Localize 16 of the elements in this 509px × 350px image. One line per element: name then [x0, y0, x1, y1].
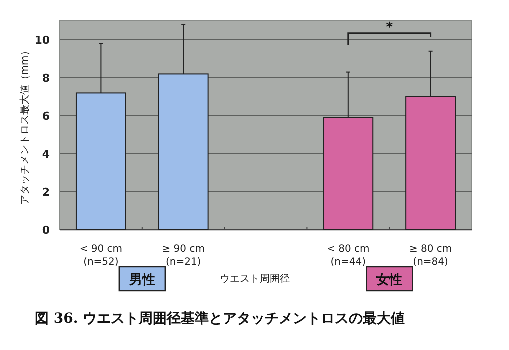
y-tick-label: 10 — [34, 34, 50, 47]
x-tick-label: ≥ 90 cm (n=21) — [162, 244, 205, 268]
y-tick-label: 8 — [42, 72, 50, 85]
y-tick-label: 0 — [42, 224, 50, 237]
x-axis-title: ウエスト周囲径 — [220, 274, 290, 285]
annotation: * — [386, 20, 394, 36]
x-tick-label: < 90 cm (n=52) — [80, 244, 123, 268]
y-tick-label: 4 — [42, 148, 50, 161]
x-tick-label: < 80 cm (n=44) — [327, 244, 370, 268]
text: 図 36. ウエスト周囲径基準とアタッチメントロスの最大値 — [35, 311, 406, 327]
text: 男性 — [128, 273, 156, 288]
y-tick-label: 6 — [42, 110, 50, 123]
y-tick-label: 2 — [42, 186, 50, 199]
y-axis-title: アタッチメントロス最大値（mm） — [19, 46, 31, 206]
x-tick-label: ≥ 80 cm (n=84) — [409, 244, 452, 268]
text: 女性 — [376, 273, 403, 288]
